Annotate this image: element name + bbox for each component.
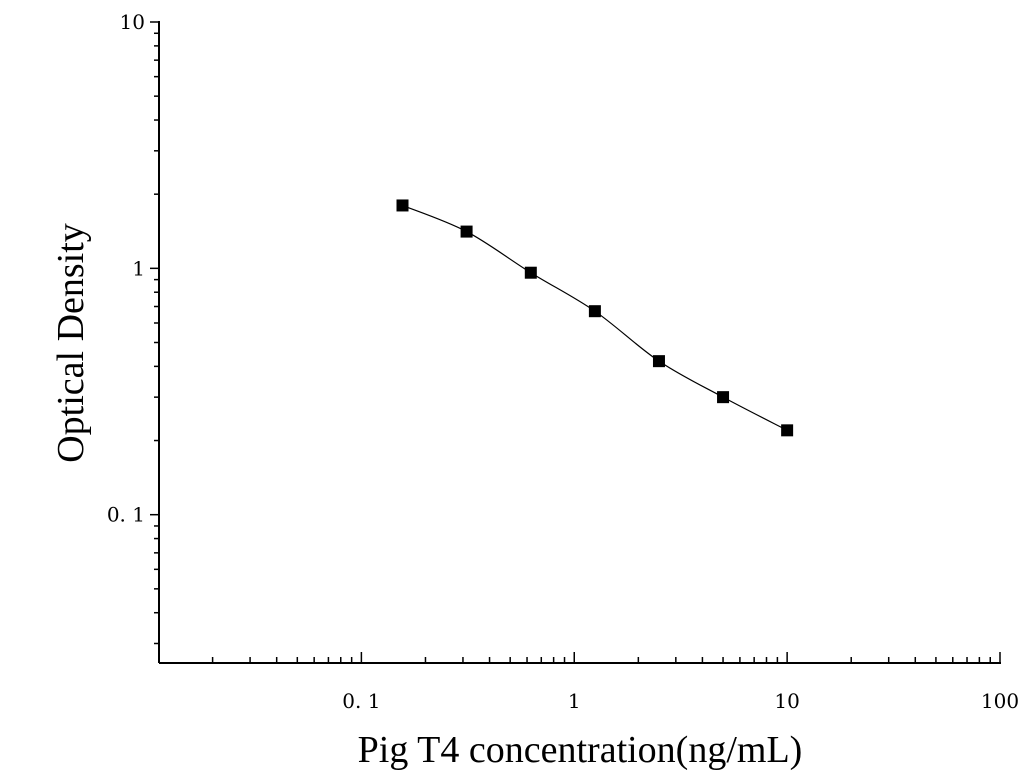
data-point — [460, 225, 473, 238]
y-tick-label: 0. 1 — [107, 503, 145, 527]
data-point — [781, 424, 794, 437]
y-axis-title: Optical Density — [50, 223, 92, 463]
data-point — [588, 305, 601, 318]
data-point — [396, 199, 409, 212]
x-tick-label: 1 — [568, 689, 581, 713]
x-tick-label: 0. 1 — [342, 689, 380, 713]
fit-curve — [402, 204, 788, 431]
data-points — [396, 199, 794, 437]
data-point — [717, 391, 730, 404]
data-point — [652, 355, 665, 368]
y-tick-label: 1 — [132, 256, 145, 280]
axes — [158, 21, 1001, 664]
data-point — [524, 266, 537, 279]
y-tick-label: 10 — [120, 10, 145, 34]
x-tick-label: 10 — [774, 689, 799, 713]
ticks — [150, 21, 1001, 663]
x-tick-label: 100 — [981, 689, 1019, 713]
tick-labels: 0. 1 1 10 100 0. 1 1 10 — [107, 10, 1019, 713]
x-axis-title: Pig T4 concentration(ng/mL) — [358, 729, 803, 771]
